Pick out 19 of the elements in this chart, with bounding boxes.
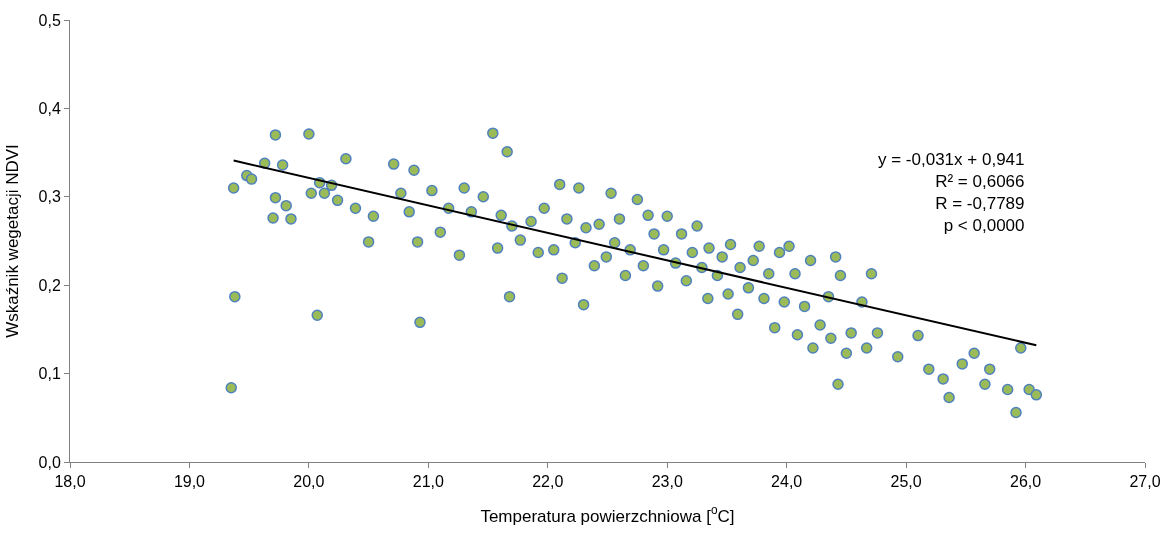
x-tick-label: 21,0	[412, 473, 444, 491]
y-tick-label: 0,2	[38, 276, 61, 294]
x-tick-label: 23,0	[651, 473, 683, 491]
y-tick-label: 0,4	[38, 100, 61, 117]
x-tick-label: 25,0	[890, 473, 922, 491]
y-tick-label: 0,0	[38, 453, 61, 471]
x-axis-title: Temperatura powierzchniowa [$^{o}$C]	[480, 503, 735, 526]
x-tick-label: 22,0	[532, 473, 564, 491]
x-tick-label: 20,0	[293, 473, 325, 491]
x-tick-label: 24,0	[771, 473, 803, 491]
annotation: y = -0,031x + 0,941 R² = 0,6066 R = -0,7789 p < 0,0000	[878, 150, 1025, 236]
y-tick-label: 0,3	[38, 188, 61, 206]
y-axis-title: Wskaźnik wegetacji NDVI	[3, 144, 23, 338]
x-tick-label: 18,0	[54, 473, 86, 491]
x-tick-label: 26,0	[1009, 473, 1042, 491]
x-tick-label: 27,0	[1129, 473, 1161, 491]
y-tick-label: 0,5	[38, 11, 61, 29]
y-tick-label: 0,1	[38, 365, 61, 383]
x-tick-label: 19,0	[173, 473, 206, 491]
